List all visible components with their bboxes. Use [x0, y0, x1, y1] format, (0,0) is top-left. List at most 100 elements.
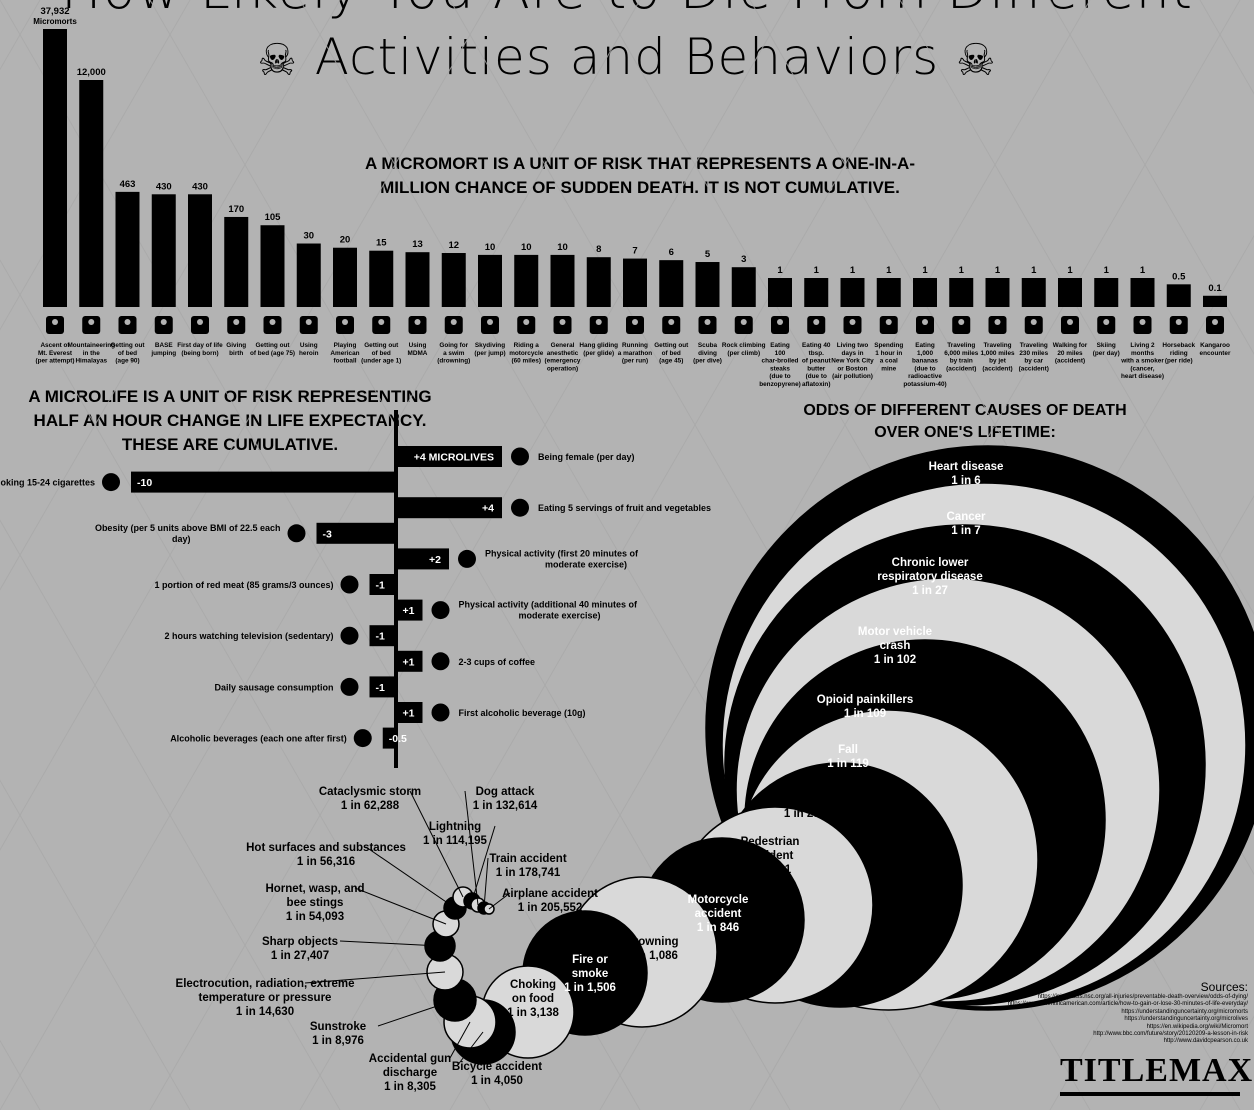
- micromort-value-label: 1: [850, 265, 856, 276]
- anesthesia-mask-icon: [553, 316, 572, 334]
- micromort-value-label: 10: [485, 242, 496, 253]
- micromort-category-label: (air pollution): [832, 373, 873, 380]
- hang-glider-icon: [589, 316, 608, 334]
- lifetime-odds-label: Dog attack: [476, 786, 535, 798]
- micromort-definition: A MICROMORT IS A UNIT OF RISK THAT REPRE…: [365, 154, 915, 197]
- micromort-category-label: Traveling: [1020, 342, 1048, 349]
- lifetime-odds-label: Motorcycle: [688, 894, 749, 906]
- micromort-category-label: of bed: [372, 350, 391, 357]
- steak-icon: [340, 575, 359, 594]
- micromort-value-label: 0.5: [1172, 271, 1186, 282]
- micromort-category-label: months: [1131, 350, 1155, 357]
- crib-icon: [372, 316, 391, 334]
- football-player-icon: [336, 316, 354, 334]
- micromort-category-label: Mt. Everest: [38, 350, 73, 357]
- background-pattern-line: [0, 0, 491, 851]
- titlemax-logo: TITLEMAX: [1060, 1052, 1252, 1096]
- lifetime-odds-value: 1 in 114,195: [423, 835, 488, 847]
- lifetime-odds-value: 1 in 56,316: [297, 856, 355, 868]
- micromort-category-label: (due to: [769, 373, 790, 380]
- micromort-category-label: Himalayas: [75, 358, 107, 365]
- micromort-bar: [586, 257, 611, 307]
- micromort-category-label: (per glide): [583, 350, 614, 357]
- parachute-icon: [154, 316, 173, 334]
- background-pattern-line: [0, 779, 191, 1110]
- background-pattern-line: [0, 0, 341, 591]
- microlife-bar-positive: [396, 497, 502, 519]
- micromort-category-label: Eating: [915, 342, 935, 349]
- crib-icon-detail: [378, 319, 385, 325]
- cigarette-ashtray-icon: [102, 473, 120, 492]
- mother-icon-detail: [233, 319, 240, 325]
- micromort-category-label: by car: [1024, 358, 1043, 365]
- micromort-value-label: 0.1: [1208, 283, 1222, 294]
- micromort-category-label: football: [333, 358, 356, 365]
- micromort-category-label: (per run): [622, 358, 648, 365]
- micromort-value-label: 12: [448, 240, 459, 251]
- lifetime-odds-label: Train accident: [489, 853, 567, 865]
- micromort-value-label: 430: [156, 181, 172, 192]
- micromort-category-label: 20 miles: [1057, 350, 1083, 357]
- airplane-icon: [988, 316, 1007, 334]
- micromort-category-label: (accident): [1055, 358, 1085, 365]
- micromort-category-label: Skydiving: [475, 342, 505, 349]
- micromort-category-label: riding: [1170, 350, 1188, 357]
- lifetime-odds-label: Sharp objects: [262, 936, 338, 948]
- micromort-category-label: Scuba: [698, 342, 718, 349]
- lifetime-odds-chart: Heart disease 1 in 6 Cancer 1 in 7 Chronic l…: [176, 445, 1254, 1093]
- bed-exit-icon: [662, 316, 681, 334]
- lifetime-odds-leader-line: [354, 887, 447, 925]
- skydiver-icon-detail: [487, 319, 493, 325]
- micromort-category-label: 1,000 miles: [980, 350, 1015, 357]
- lifetime-odds-value: 1 in 14,630: [236, 1006, 294, 1018]
- micromort-category-label: heart disease): [1121, 373, 1164, 380]
- micromort-category-label: (emergency: [545, 358, 581, 365]
- source-url: http://www.bbc.com/future/story/20120209…: [1093, 1031, 1248, 1038]
- micromort-unit-label: Micromorts: [33, 17, 77, 26]
- micromort-bar: [804, 278, 829, 307]
- microlife-value-label: -10: [137, 477, 152, 489]
- micromort-category-label: butter: [807, 365, 826, 372]
- micromort-bar: [985, 278, 1010, 307]
- micromort-category-label: of bed (age 75): [250, 350, 295, 357]
- source-url: http://www.davidcpearson.co.uk: [1163, 1038, 1248, 1045]
- syringe-icon-detail: [305, 319, 312, 325]
- micromort-category-label: (under age 1): [361, 358, 401, 365]
- bed-exit-icon: [118, 316, 137, 334]
- lifetime-odds-label: Drowning: [625, 936, 678, 948]
- micromort-bar: [913, 278, 937, 307]
- micromort-bar: [224, 216, 249, 307]
- lifetime-odds-value: 1 in 846: [697, 922, 739, 934]
- micromort-bar: [296, 243, 321, 307]
- micromort-bar: [840, 278, 865, 307]
- micromort-bar: [188, 194, 212, 307]
- micromort-category-label: (age 90): [115, 358, 139, 365]
- microlife-value-label: -3: [323, 528, 332, 540]
- swimmer-icon: [444, 316, 463, 334]
- car-icon-detail: [1030, 319, 1037, 325]
- lifetime-odds-leader-line: [488, 892, 511, 910]
- micromort-category-label: (accident): [1019, 365, 1049, 372]
- micromort-category-label: Running: [622, 342, 648, 349]
- micromort-category-label: (per jump): [474, 350, 505, 357]
- micromort-category-label: Spending: [874, 342, 903, 349]
- micromort-category-label: Getting out: [110, 342, 145, 349]
- coffee-cup-icon: [431, 652, 450, 671]
- smoker-icon-detail: [1139, 319, 1146, 325]
- bed-exit-icon: [263, 316, 282, 334]
- micromort-category-label: First day of life: [177, 342, 223, 349]
- mine-cart-icon-detail: [885, 319, 892, 325]
- micromort-value-label: 1: [814, 265, 820, 276]
- source-url: https://www.scientificamerican.com/artic…: [1007, 1001, 1248, 1008]
- beer-mug-icon-shape: [431, 703, 450, 722]
- micromort-bar: [43, 29, 67, 307]
- microlife-bar-negative: [131, 471, 396, 493]
- micromort-category-label: birth: [229, 350, 243, 357]
- swimmer-icon-detail: [450, 319, 457, 325]
- banana-icon: [916, 316, 934, 334]
- baby-icon: [191, 316, 209, 334]
- microlife-bar-negative: [369, 574, 396, 595]
- female-symbol-icon: [511, 447, 529, 466]
- city-icon-detail: [849, 319, 856, 325]
- lifetime-odds-value: 1 in 27: [912, 585, 948, 597]
